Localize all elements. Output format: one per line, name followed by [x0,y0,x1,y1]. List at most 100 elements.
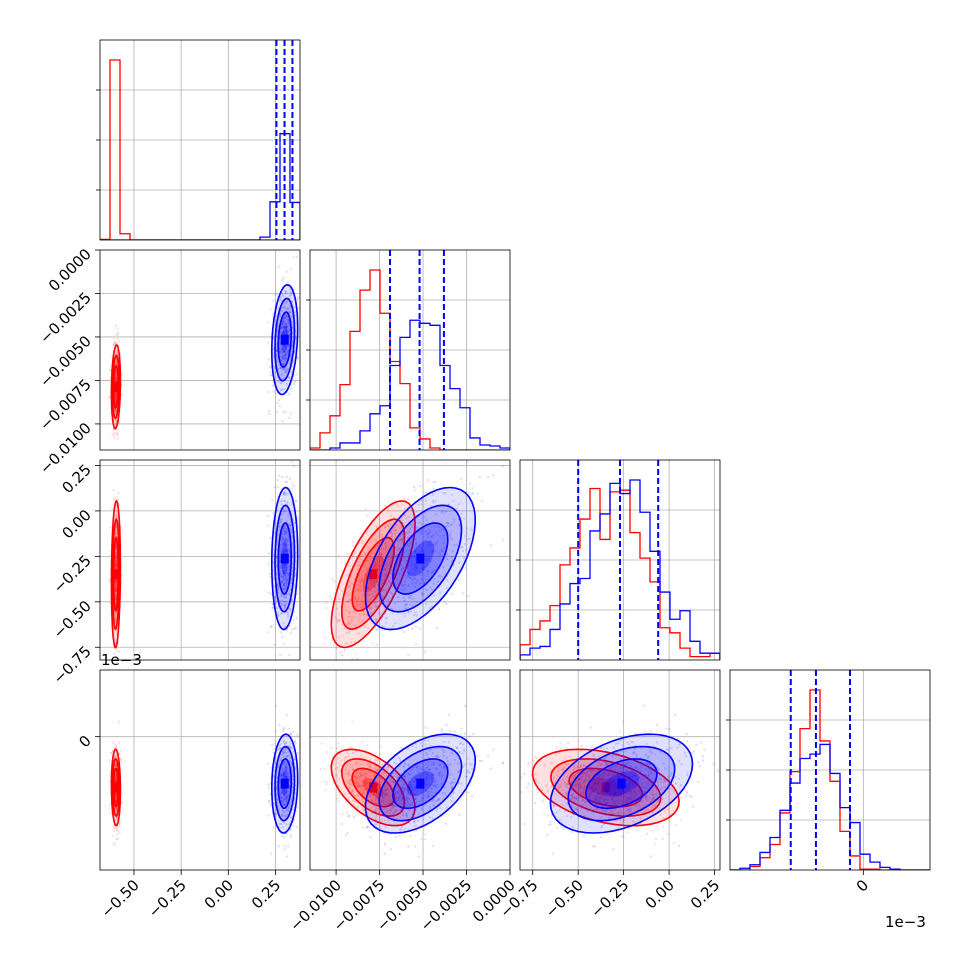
point-blue [381,625,384,628]
point-blue [282,755,285,759]
point-blue [442,754,445,758]
point-blue [284,577,288,580]
point-red [335,646,338,650]
axes-frame-1-0 [99,249,301,451]
point-red [115,372,118,375]
point-red [375,600,378,604]
point-red [543,812,546,816]
point-red [375,580,378,583]
point-red [377,545,380,548]
point-blue [281,813,284,816]
point-red [597,780,600,784]
point-red [354,782,357,785]
point-blue [282,509,285,513]
point-red [113,826,117,830]
axes-frame-3-0 [99,669,301,871]
point-blue [288,608,291,611]
point-blue [282,811,285,814]
point-blue [285,382,288,385]
point-blue [282,499,285,502]
point-red [328,595,331,598]
point-blue [446,578,449,582]
point-blue [281,772,285,775]
point-red [573,765,576,768]
point-blue [281,809,284,812]
point-blue [285,797,288,800]
point-red [362,800,365,803]
point-red [362,809,365,812]
point-blue [288,477,292,480]
point-blue [446,522,449,525]
point-blue [284,769,287,772]
point-red [114,762,117,766]
point-blue [414,643,418,646]
point-red [362,826,365,829]
point-blue [284,547,287,550]
point-red [114,775,118,778]
point-red [636,829,639,832]
point-blue [288,805,291,808]
point-blue [470,528,473,531]
point-blue [424,530,427,533]
point-blue [273,486,276,489]
point-blue [458,813,461,816]
point-blue [283,569,286,572]
point-blue [382,796,386,799]
point-blue [287,750,290,754]
point-blue [451,796,454,799]
point-blue [273,371,276,374]
point-red [387,795,390,798]
point-red [629,780,632,783]
point-red [114,590,117,593]
point-red [535,772,538,776]
point-blue [281,355,284,358]
point-red [108,578,111,581]
point-blue [437,798,440,801]
point-red [114,554,118,558]
point-red [363,551,366,554]
point-red [336,766,340,769]
point-red [363,784,366,787]
point-blue [284,315,287,318]
point-red [358,777,361,780]
point-blue [282,795,285,798]
point-red [368,563,371,566]
point-blue [405,549,408,552]
point-blue [283,532,286,535]
point-red [382,569,385,572]
point-blue [281,795,284,799]
point-blue [283,595,286,598]
point-blue [284,289,287,293]
point-blue [407,556,410,559]
point-blue [447,503,451,506]
point-blue [282,323,285,326]
point-red [358,784,361,787]
point-red [595,782,598,785]
point-red [630,790,633,793]
point-red [515,751,517,753]
point-red [114,594,118,597]
point-blue [465,775,468,778]
point-red [114,774,118,777]
point-red [565,775,569,778]
point-red [579,786,582,790]
point-blue [444,792,447,795]
point-blue [502,761,505,764]
point-blue [435,807,439,810]
point-blue [295,255,299,258]
point-blue [281,324,284,327]
point-red [611,773,615,776]
point-blue [374,808,377,812]
point-blue [413,797,417,800]
point-blue [267,762,270,765]
point-blue [441,566,444,569]
point-red [380,529,383,532]
point-blue [291,769,294,772]
point-red [114,597,118,601]
point-blue [282,798,286,801]
point-red [642,805,645,808]
point-red [361,774,364,777]
point-red [608,779,611,782]
point-blue [291,771,294,774]
point-blue [277,845,281,848]
